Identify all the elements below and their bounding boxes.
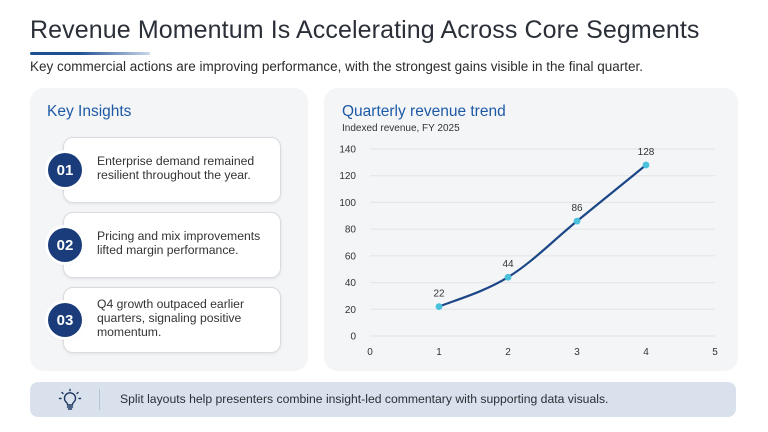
- y-tick-label: 0: [350, 332, 356, 343]
- insight-card-3: 03 Q4 growth outpaced earlier quarters, …: [48, 287, 281, 353]
- insight-number-badge: 03: [48, 303, 82, 337]
- data-point: [642, 161, 650, 169]
- insight-number-badge: 01: [48, 153, 82, 187]
- slide-title: Revenue Momentum Is Accelerating Across …: [30, 16, 700, 44]
- y-tick-label: 40: [345, 278, 357, 289]
- data-label: 22: [433, 289, 445, 300]
- x-tick-label: 0: [367, 347, 373, 358]
- y-tick-label: 60: [345, 251, 357, 262]
- footer-divider: [99, 389, 100, 410]
- insights-heading: Key Insights: [47, 103, 132, 120]
- series-line: [437, 163, 648, 308]
- chart-subtitle: Indexed revenue, FY 2025: [342, 123, 460, 134]
- title-underline: [30, 52, 150, 55]
- insight-text: Enterprise demand remained resilient thr…: [97, 154, 255, 182]
- insights-panel: Key Insights 01 Enterprise demand remain…: [30, 88, 308, 371]
- data-point: [573, 217, 581, 225]
- data-label: 128: [638, 147, 655, 158]
- data-label: 86: [571, 203, 583, 214]
- insight-card-1: 01 Enterprise demand remained resilient …: [48, 137, 281, 203]
- data-label: 44: [502, 259, 514, 270]
- footer-text: Split layouts help presenters combine in…: [120, 392, 609, 406]
- slide-subtitle: Key commercial actions are improving per…: [30, 59, 644, 74]
- footer-banner: Split layouts help presenters combine in…: [30, 382, 736, 417]
- x-tick-label: 2: [505, 347, 511, 358]
- y-tick-label: 100: [339, 198, 356, 209]
- data-point: [435, 303, 443, 311]
- y-tick-label: 20: [345, 305, 357, 316]
- insight-text: Pricing and mix improvements lifted marg…: [97, 229, 261, 257]
- y-tick-label: 140: [339, 145, 356, 156]
- insight-number-badge: 02: [48, 228, 82, 262]
- y-tick-label: 80: [345, 225, 357, 236]
- data-point: [504, 273, 512, 281]
- x-tick-label: 5: [712, 347, 718, 358]
- chart-panel: Quarterly revenue trend Indexed revenue,…: [324, 88, 738, 371]
- x-tick-label: 3: [574, 347, 580, 358]
- insight-text: Q4 growth outpaced earlier quarters, sig…: [97, 297, 245, 339]
- y-tick-label: 120: [339, 171, 356, 182]
- lightbulb-icon: [58, 388, 82, 410]
- chart-title: Quarterly revenue trend: [342, 103, 506, 120]
- insight-card-2: 02 Pricing and mix improvements lifted m…: [48, 212, 281, 278]
- x-tick-label: 4: [643, 347, 649, 358]
- x-tick-label: 1: [436, 347, 442, 358]
- line-chart: 0 20 40 60 80 100 120 140 0 1 2 3 4 5 22 44 86 128: [339, 145, 718, 359]
